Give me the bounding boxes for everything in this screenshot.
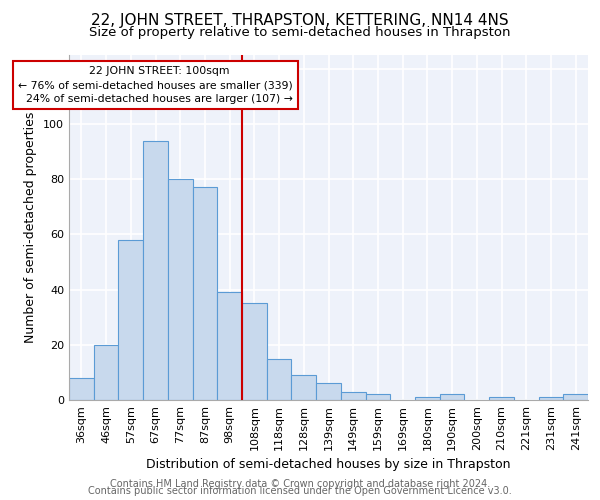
Text: Contains public sector information licensed under the Open Government Licence v3: Contains public sector information licen… xyxy=(88,486,512,496)
Y-axis label: Number of semi-detached properties: Number of semi-detached properties xyxy=(25,112,37,343)
X-axis label: Distribution of semi-detached houses by size in Thrapston: Distribution of semi-detached houses by … xyxy=(146,458,511,471)
Bar xyxy=(415,397,440,400)
Bar xyxy=(193,188,217,400)
Bar xyxy=(539,397,563,400)
Bar xyxy=(440,394,464,400)
Bar xyxy=(316,384,341,400)
Text: 22, JOHN STREET, THRAPSTON, KETTERING, NN14 4NS: 22, JOHN STREET, THRAPSTON, KETTERING, N… xyxy=(91,12,509,28)
Bar xyxy=(292,375,316,400)
Text: Size of property relative to semi-detached houses in Thrapston: Size of property relative to semi-detach… xyxy=(89,26,511,39)
Bar xyxy=(118,240,143,400)
Bar xyxy=(242,304,267,400)
Bar xyxy=(143,140,168,400)
Bar xyxy=(94,345,118,400)
Bar xyxy=(168,179,193,400)
Text: Contains HM Land Registry data © Crown copyright and database right 2024.: Contains HM Land Registry data © Crown c… xyxy=(110,479,490,489)
Text: 22 JOHN STREET: 100sqm
← 76% of semi-detached houses are smaller (339)
  24% of : 22 JOHN STREET: 100sqm ← 76% of semi-det… xyxy=(18,66,293,104)
Bar xyxy=(341,392,365,400)
Bar xyxy=(267,358,292,400)
Bar xyxy=(217,292,242,400)
Bar xyxy=(489,397,514,400)
Bar xyxy=(365,394,390,400)
Bar xyxy=(69,378,94,400)
Bar xyxy=(563,394,588,400)
